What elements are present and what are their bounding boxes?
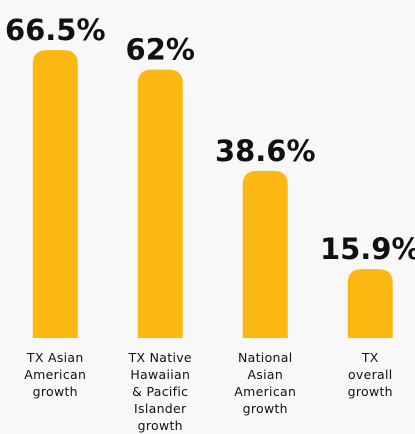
value-label: 38.6% <box>215 134 316 168</box>
value-label: 15.9% <box>320 232 415 266</box>
x-tick-label: TX Native Hawaiian & Pacific Islander gr… <box>128 350 192 433</box>
x-tick-label: National Asian American growth <box>234 350 297 416</box>
x-tick-label: TX Asian American growth <box>24 350 87 399</box>
value-label: 62% <box>126 33 195 67</box>
x-tick-label: TX overall growth <box>347 350 393 399</box>
value-label: 66.5% <box>5 13 106 47</box>
bar <box>242 170 288 338</box>
bar <box>137 69 183 338</box>
bar <box>347 269 393 338</box>
bar <box>32 50 78 339</box>
